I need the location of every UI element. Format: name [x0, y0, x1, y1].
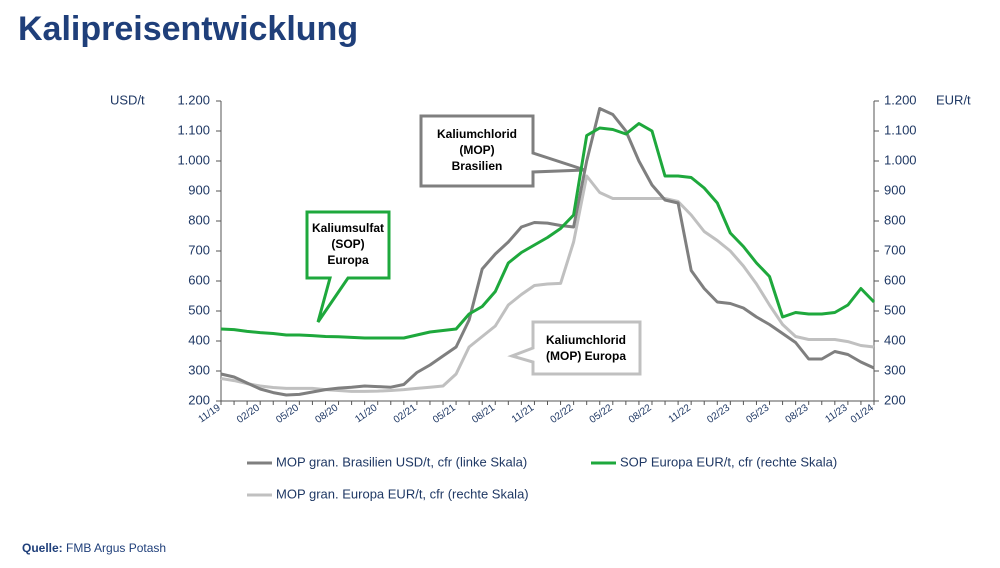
y-tick-label: 400	[188, 332, 210, 347]
annotation-text: Kaliumchlorid	[437, 127, 517, 141]
y-tick-label: 1.200	[177, 92, 210, 107]
y-tick-label: 200	[188, 392, 210, 407]
y-tick-label: 800	[188, 212, 210, 227]
x-tick-label: 11/21	[510, 402, 537, 425]
y2-tick-label: 1.100	[884, 122, 917, 137]
y-tick-label: 600	[188, 272, 210, 287]
y2-tick-label: 800	[884, 212, 906, 227]
x-tick-label: 08/20	[313, 402, 340, 426]
y2-tick-label: 900	[884, 182, 906, 197]
x-tick-label: 11/23	[823, 402, 850, 425]
x-tick-label: 02/21	[392, 402, 419, 426]
chart-title: Kalipreisentwicklung	[18, 10, 358, 48]
y2-tick-label: 400	[884, 332, 906, 347]
legend-label: SOP Europa EUR/t, cfr (rechte Skala)	[620, 454, 837, 469]
y-tick-label: 1.100	[177, 122, 210, 137]
annotation-text: Brasilien	[452, 159, 503, 173]
callout-mop-europa: Kaliumchlorid (MOP) Europa	[507, 320, 642, 376]
y-tick-label: 1.000	[177, 152, 210, 167]
x-tick-label: 11/20	[353, 402, 380, 425]
y2-tick-label: 700	[884, 242, 906, 257]
y2-tick-label: 1.000	[884, 152, 917, 167]
y2-tick-label: 600	[884, 272, 906, 287]
annotation-text: Kaliumsulfat	[312, 221, 384, 235]
y-axis-label: USD/t	[110, 92, 145, 107]
y-tick-label: 500	[188, 302, 210, 317]
source: Quelle: FMB Argus Potash	[22, 541, 166, 555]
callout-brasilien: Kaliumchlorid (MOP) Brasilien	[419, 114, 586, 188]
legend-label: MOP gran. Brasilien USD/t, cfr (linke Sk…	[276, 454, 527, 469]
annotation-text: Kaliumchlorid	[546, 333, 626, 347]
y2-tick-label: 1.200	[884, 92, 917, 107]
y-tick-label: 700	[188, 242, 210, 257]
x-tick-label: 08/23	[784, 402, 811, 426]
x-tick-label: 05/21	[431, 402, 458, 426]
x-tick-label: 02/22	[549, 402, 576, 426]
source-text: FMB Argus Potash	[66, 541, 166, 555]
x-tick-label: 11/22	[667, 402, 694, 425]
x-tick-label: 05/22	[588, 402, 615, 426]
x-tick-label: 08/22	[627, 402, 654, 426]
y2-tick-label: 300	[884, 362, 906, 377]
x-tick-label: 02/23	[705, 402, 732, 426]
annotation-text: (MOP)	[459, 143, 494, 157]
legend-label: MOP gran. Europa EUR/t, cfr (rechte Skal…	[276, 486, 529, 501]
x-tick-label: 08/21	[470, 402, 497, 426]
x-tick-label: 01/24	[849, 402, 876, 426]
y2-tick-label: 200	[884, 392, 906, 407]
source-label: Quelle:	[22, 541, 63, 555]
callout-sop: Kaliumsulfat (SOP) Europa	[305, 210, 391, 323]
y-tick-label: 900	[188, 182, 210, 197]
x-tick-label: 05/20	[274, 402, 301, 426]
annotation-text: (MOP) Europa	[546, 349, 626, 363]
annotation-text: (SOP)	[331, 237, 364, 251]
y2-axis-label: EUR/t	[936, 92, 971, 107]
series-line	[220, 122, 876, 340]
y2-tick-label: 500	[884, 302, 906, 317]
annotation-text: Europa	[327, 253, 369, 267]
x-tick-label: 02/20	[235, 402, 262, 426]
x-tick-label: 05/23	[744, 402, 771, 426]
series-line	[220, 107, 875, 397]
y-tick-label: 300	[188, 362, 210, 377]
